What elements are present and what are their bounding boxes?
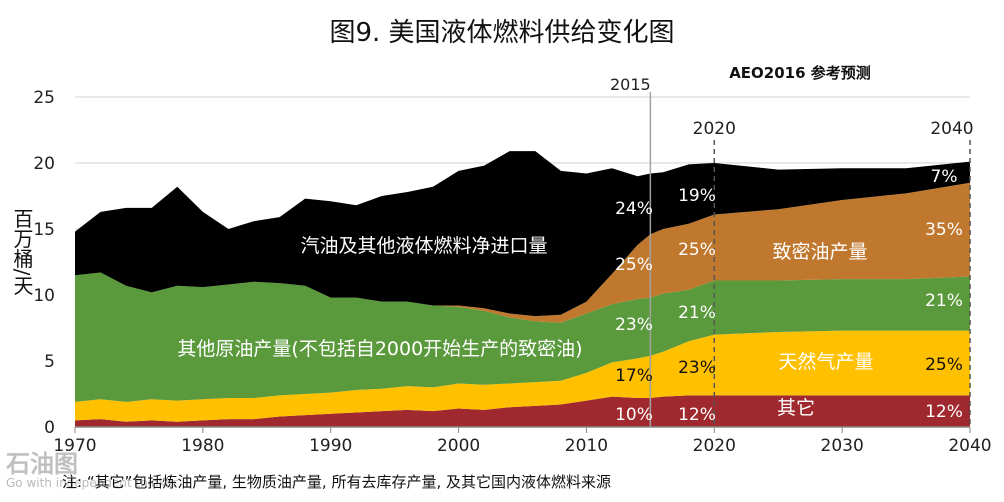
watermark-tagline: Go with independent thinker <box>6 476 178 490</box>
pct-2040-other: 12% <box>925 402 963 422</box>
y-tick-label: 5 <box>44 352 55 372</box>
pct-2020-imports: 19% <box>678 186 716 206</box>
stacked-areas <box>75 151 970 427</box>
y-tick-label: 15 <box>33 220 55 240</box>
y-tick-label: 0 <box>44 418 55 438</box>
pct-2020-other: 12% <box>678 405 716 425</box>
label-imports: 汽油及其他液体燃料净进口量 <box>300 235 547 257</box>
area-imports <box>75 151 970 317</box>
year-label-2040: 2040 <box>930 119 973 139</box>
x-tick-label: 2030 <box>821 436 864 456</box>
projection-label: AEO2016 参考预测 <box>729 64 871 82</box>
label-tight-oil: 致密油产量 <box>772 241 867 263</box>
pct-2040-natural-gas: 25% <box>925 355 963 375</box>
pct-2040-tight-oil: 35% <box>925 220 963 240</box>
year-lines: 2015 2020 2040 <box>610 75 974 427</box>
y-tick-label: 25 <box>33 88 55 108</box>
pct-2040-other-crude: 21% <box>925 291 963 311</box>
label-other: 其它 <box>777 397 815 419</box>
x-tick-label: 2020 <box>693 436 736 456</box>
axes <box>74 426 971 433</box>
x-tick-label: 1980 <box>181 436 224 456</box>
pct-2040-imports: 7% <box>931 167 958 187</box>
year-label-2020: 2020 <box>693 119 736 139</box>
pct-2015-natural-gas: 17% <box>615 366 653 386</box>
x-tick-label: 2000 <box>437 436 480 456</box>
pct-2020-tight-oil: 25% <box>678 240 716 260</box>
pct-2015-imports: 24% <box>615 199 653 219</box>
x-tick-label: 2040 <box>948 436 991 456</box>
percent-labels: 24% 25% 23% 17% 10% 19% 25% 21% 23% 12% 7% 35% 21% 25… <box>615 167 963 425</box>
y-tick-label: 10 <box>33 286 55 306</box>
pct-2020-natural-gas: 23% <box>678 358 716 378</box>
footnote: 注: “其它”包括炼油产量, 生物质油产量, 所有去库存产量, 及其它国内液体燃… <box>62 473 611 491</box>
pct-2015-tight-oil: 25% <box>615 255 653 275</box>
area-other <box>75 395 970 427</box>
y-axis-label: 百万桶/天 <box>10 209 34 296</box>
x-tick-label: 1970 <box>53 436 96 456</box>
x-tick-label: 1990 <box>309 436 352 456</box>
year-label-2015: 2015 <box>610 75 651 94</box>
label-natural-gas: 天然气产量 <box>778 351 873 373</box>
pct-2015-other: 10% <box>615 405 653 425</box>
watermark-logo: 石油图 <box>6 450 78 478</box>
area-natural-gas <box>75 330 970 422</box>
tick-labels: 0 5 10 15 20 25 1970 1980 1990 2000 2010 2020 2030 20… <box>33 88 991 456</box>
series-labels: 汽油及其他液体燃料净进口量 致密油产量其他原油产量(不包括自2000开始生产的致密… <box>177 235 873 419</box>
label-other-crude: 其他原油产量(不包括自2000开始生产的致密油) <box>177 338 582 360</box>
pct-2020-other-crude: 21% <box>678 303 716 323</box>
page-title: 图9. 美国液体燃料供给变化图 <box>329 18 675 48</box>
pct-2015-other-crude: 23% <box>615 315 653 335</box>
y-tick-label: 20 <box>33 154 55 174</box>
x-tick-label: 2010 <box>565 436 608 456</box>
area-tight-oil <box>75 182 970 323</box>
area-other-crude <box>75 272 970 402</box>
